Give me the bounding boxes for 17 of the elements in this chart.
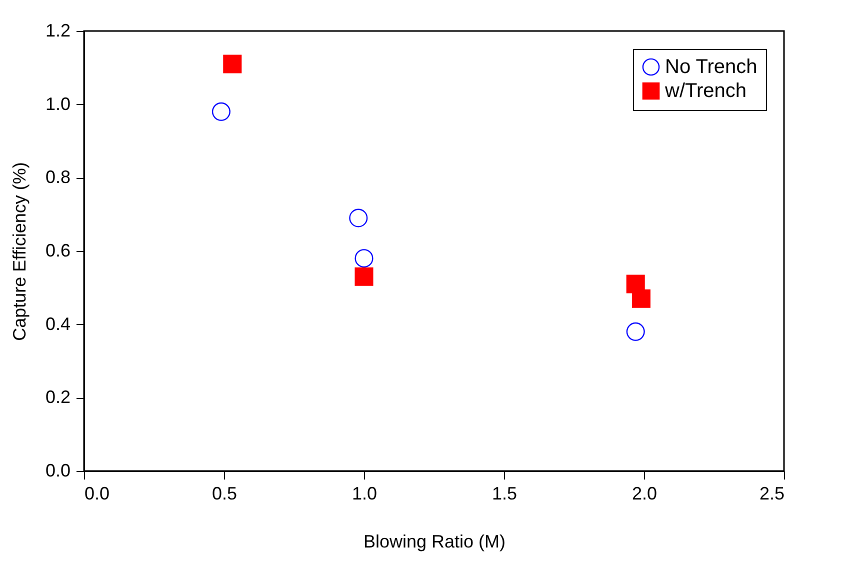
x-tick-label: 1.5 [492,484,518,504]
x-tick-label: 2.5 [759,484,784,504]
y-tick-label: 0.6 [45,240,70,260]
x-axis-title: Blowing Ratio (M) [363,532,506,552]
legend-label: No Trench [665,56,758,78]
x-tick-label: 0.5 [212,484,238,504]
y-tick-label: 0.8 [45,167,70,188]
y-tick-label: 0.2 [45,387,70,408]
y-axis-title: Capture Efficiency (%) [9,162,30,341]
y-tick-label: 0.0 [45,460,70,480]
y-tick-label: 0.4 [45,314,70,334]
legend-label: w/Trench [664,80,747,102]
y-tick-label: 1.0 [45,94,70,114]
x-tick-label: 0.0 [84,484,110,504]
x-tick-label: 2.0 [632,484,658,504]
y-tick-label: 1.2 [45,20,70,40]
x-tick-label: 1.0 [352,484,378,504]
